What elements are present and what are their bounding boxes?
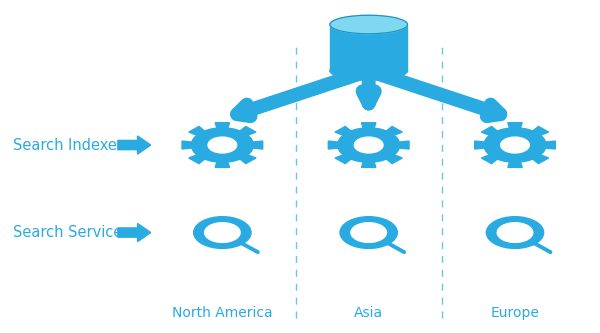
Circle shape bbox=[355, 137, 383, 153]
Polygon shape bbox=[475, 123, 556, 167]
Circle shape bbox=[194, 217, 251, 248]
Circle shape bbox=[497, 223, 533, 242]
Polygon shape bbox=[118, 136, 151, 154]
Text: North America: North America bbox=[172, 306, 272, 320]
Text: Search Services: Search Services bbox=[13, 225, 130, 240]
Polygon shape bbox=[328, 123, 409, 167]
Circle shape bbox=[487, 217, 544, 248]
Ellipse shape bbox=[330, 15, 407, 34]
Polygon shape bbox=[330, 25, 407, 71]
Text: Search Indexers: Search Indexers bbox=[13, 138, 131, 153]
Ellipse shape bbox=[330, 62, 407, 80]
Text: Asia: Asia bbox=[354, 306, 383, 320]
Circle shape bbox=[205, 223, 240, 242]
Polygon shape bbox=[182, 123, 263, 167]
Circle shape bbox=[340, 217, 397, 248]
Circle shape bbox=[351, 223, 386, 242]
Circle shape bbox=[208, 137, 236, 153]
Circle shape bbox=[500, 137, 529, 153]
Text: Europe: Europe bbox=[491, 306, 539, 320]
Polygon shape bbox=[118, 223, 151, 242]
